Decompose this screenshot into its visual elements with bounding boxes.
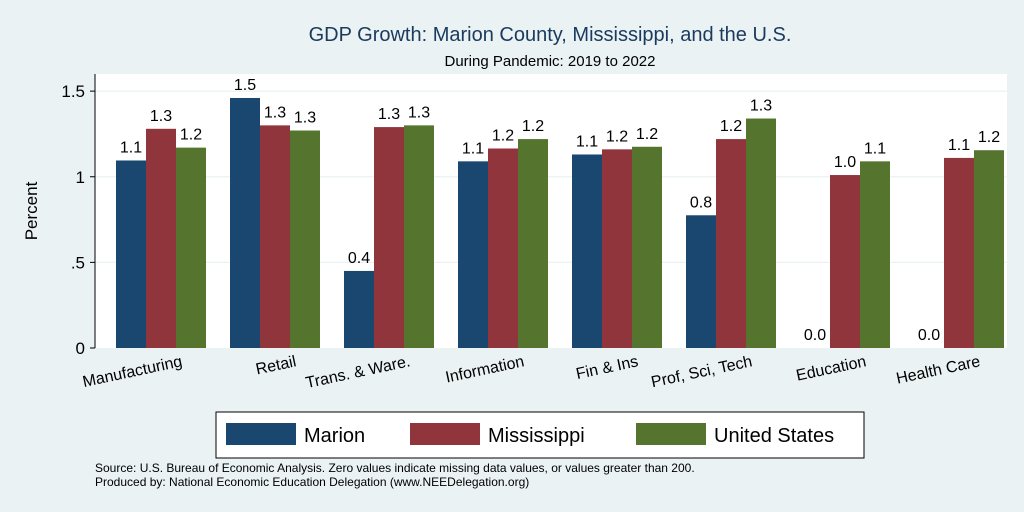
bar-united-states-prof-sci-tech — [746, 118, 776, 349]
legend-label-united-states: United States — [714, 425, 834, 447]
data-label-mississippi-fin-ins: 1.2 — [606, 128, 628, 145]
data-label-marion-trans-ware: 0.4 — [348, 250, 370, 267]
data-label-united-states-trans-ware: 1.3 — [408, 104, 430, 121]
bar-marion-information — [458, 161, 488, 348]
bar-mississippi-trans-ware — [374, 127, 404, 349]
data-label-united-states-manufacturing: 1.2 — [180, 127, 202, 144]
bar-united-states-fin-ins — [632, 146, 662, 348]
data-label-mississippi-trans-ware: 1.3 — [378, 106, 400, 123]
bar-mississippi-manufacturing — [146, 128, 176, 348]
legend-swatch-mississippi — [410, 423, 480, 445]
legend-swatch-marion — [226, 423, 296, 445]
data-label-mississippi-information: 1.2 — [492, 127, 514, 144]
bar-mississippi-education — [830, 175, 860, 348]
bar-united-states-information — [518, 139, 548, 348]
data-labels: 1.1 1.3 1.2 1.5 1.3 1.3 0.4 1.3 1.3 1.1 1.2 1.2 1.1 1… — [120, 77, 1000, 344]
bar-united-states-education — [860, 161, 890, 348]
chart-title: GDP Growth: Marion County, Mississippi, … — [309, 24, 792, 46]
bars — [116, 97, 1004, 349]
data-label-marion-prof-sci-tech: 0.8 — [690, 194, 712, 211]
y-axis: 0 .5 1 1.5 — [61, 74, 96, 358]
bar-united-states-trans-ware — [404, 125, 434, 348]
bar-mississippi-retail — [260, 125, 290, 348]
bar-marion-trans-ware — [344, 270, 374, 348]
data-label-mississippi-education: 1.0 — [834, 154, 856, 171]
bar-united-states-health-care — [974, 150, 1004, 348]
bar-marion-retail — [230, 97, 260, 348]
data-label-mississippi-prof-sci-tech: 1.2 — [720, 118, 742, 135]
bar-mississippi-prof-sci-tech — [716, 139, 746, 348]
chart-subtitle: During Pandemic: 2019 to 2022 — [445, 53, 656, 70]
data-label-mississippi-health-care: 1.1 — [948, 137, 970, 154]
data-label-united-states-fin-ins: 1.2 — [636, 126, 658, 143]
data-label-marion-retail: 1.5 — [234, 77, 256, 94]
bar-mississippi-fin-ins — [602, 149, 632, 348]
legend: Marion Mississippi United States — [215, 411, 865, 459]
data-label-united-states-education: 1.1 — [864, 140, 886, 157]
bar-marion-fin-ins — [572, 154, 602, 348]
data-label-united-states-information: 1.2 — [522, 118, 544, 135]
bar-mississippi-information — [488, 148, 518, 348]
bar-marion-prof-sci-tech — [686, 215, 716, 348]
legend-box — [215, 411, 865, 459]
legend-label-mississippi: Mississippi — [488, 425, 585, 447]
producer-note: Produced by: National Economic Education… — [95, 475, 529, 489]
bar-united-states-retail — [290, 130, 320, 348]
data-label-mississippi-manufacturing: 1.3 — [150, 108, 172, 125]
data-label-marion-health-care: 0.0 — [918, 327, 940, 344]
y-tick-label: 1.5 — [61, 82, 85, 101]
y-tick-label: 0 — [76, 339, 85, 358]
bar-united-states-manufacturing — [176, 147, 206, 348]
y-tick-label: .5 — [71, 253, 85, 272]
data-label-united-states-prof-sci-tech: 1.3 — [750, 98, 772, 115]
data-label-marion-manufacturing: 1.1 — [120, 139, 142, 156]
data-label-mississippi-retail: 1.3 — [264, 104, 286, 121]
y-tick-label: 1 — [76, 168, 85, 187]
data-label-united-states-health-care: 1.2 — [978, 129, 1000, 146]
legend-label-marion: Marion — [304, 425, 365, 447]
source-note: Source: U.S. Bureau of Economic Analysis… — [95, 461, 695, 475]
data-label-marion-education: 0.0 — [804, 327, 826, 344]
legend-swatch-united-states — [636, 423, 706, 445]
data-label-marion-information: 1.1 — [462, 140, 484, 157]
y-axis-label: Percent — [22, 181, 41, 240]
data-label-marion-fin-ins: 1.1 — [576, 133, 598, 150]
bar-marion-manufacturing — [116, 160, 146, 348]
data-label-united-states-retail: 1.3 — [294, 110, 316, 127]
bar-mississippi-health-care — [944, 157, 974, 348]
